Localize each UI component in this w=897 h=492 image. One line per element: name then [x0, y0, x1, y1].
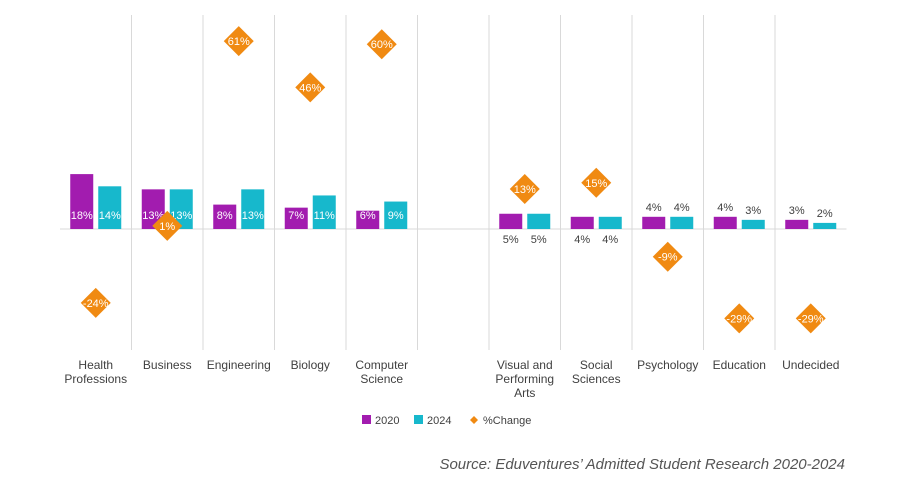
- bar-2024: [384, 201, 408, 229]
- bar-label-2024: 9%: [388, 210, 404, 222]
- bar-2020: [356, 210, 380, 229]
- bar-label-2024: 13%: [170, 210, 192, 222]
- bar-2020: [570, 216, 594, 229]
- bar-label-2020: 3%: [789, 205, 805, 217]
- change-diamond: [80, 287, 111, 318]
- category-label: Health: [78, 358, 113, 372]
- bar-2020: [70, 174, 94, 229]
- bar-2024: [241, 189, 265, 229]
- bar-label-2024: 4%: [674, 202, 690, 214]
- bar-label-2020: 18%: [71, 210, 93, 222]
- bar-label-2020: 4%: [574, 234, 590, 246]
- category-label: Science: [360, 372, 403, 386]
- legend-marker-2024: [414, 415, 423, 424]
- legend-label-2020: 2020: [375, 415, 399, 427]
- change-label: 60%: [371, 39, 393, 51]
- bar-2020: [642, 216, 666, 229]
- category-label: Computer: [355, 358, 408, 372]
- bar-2024: [741, 219, 765, 229]
- bar-2020: [499, 213, 523, 229]
- bar-2024: [312, 195, 336, 229]
- category-label: Social: [580, 358, 613, 372]
- legend-label-2024: 2024: [427, 415, 451, 427]
- category-label: Sciences: [572, 372, 621, 386]
- change-diamond: [152, 210, 183, 241]
- change-label: -9%: [658, 252, 678, 264]
- bar-label-2020: 8%: [217, 210, 233, 222]
- change-diamond: [223, 26, 254, 57]
- change-label: 15%: [585, 178, 607, 190]
- change-label: -24%: [83, 298, 109, 310]
- bar-2024: [813, 222, 837, 229]
- category-label: Undecided: [782, 358, 839, 372]
- change-diamond: [581, 167, 612, 198]
- bar-label-2024: 3%: [745, 205, 761, 217]
- change-label: 13%: [514, 184, 536, 196]
- legend-marker-%Change: [470, 416, 478, 424]
- legend-label-%Change: %Change: [483, 415, 531, 427]
- change-diamond: [724, 303, 755, 334]
- change-diamond: [509, 173, 540, 204]
- bar-label-2020: 4%: [646, 202, 662, 214]
- bar-2020: [213, 204, 237, 229]
- bar-2024: [98, 186, 122, 229]
- bar-2024: [169, 189, 193, 229]
- change-diamond: [652, 241, 683, 272]
- bar-2020: [284, 207, 308, 229]
- change-label: 61%: [228, 36, 250, 48]
- category-label: Business: [143, 358, 192, 372]
- legend-marker-2020: [362, 415, 371, 424]
- change-label: -29%: [798, 313, 824, 325]
- bar-2024: [670, 216, 694, 229]
- category-label: Biology: [291, 358, 330, 372]
- bar-2024: [527, 213, 551, 229]
- change-diamond: [366, 29, 397, 60]
- category-label: Engineering: [207, 358, 271, 372]
- category-label: Professions: [64, 372, 127, 386]
- change-label: 46%: [299, 82, 321, 94]
- category-label: Education: [713, 358, 766, 372]
- bar-label-2024: 13%: [242, 210, 264, 222]
- bar-label-2020: 13%: [142, 210, 164, 222]
- bar-label-2024: 11%: [314, 210, 335, 222]
- bar-2020: [713, 216, 737, 229]
- bar-label-2020: 4%: [717, 202, 733, 214]
- category-label: Psychology: [637, 358, 698, 372]
- bar-2020: [141, 189, 165, 229]
- category-label: Visual and: [497, 358, 553, 372]
- change-diamond: [295, 72, 326, 103]
- bar-label-2024: 5%: [531, 234, 547, 246]
- source-note: Source: Eduventures’ Admitted Student Re…: [439, 456, 845, 473]
- category-label: Performing: [495, 372, 554, 386]
- bar-label-2024: 2%: [817, 208, 833, 220]
- change-label: 1%: [159, 221, 175, 233]
- bar-label-2024: 14%: [99, 210, 121, 222]
- bar-label-2020: 5%: [503, 234, 519, 246]
- bar-label-2024: 4%: [602, 234, 618, 246]
- change-label: -29%: [726, 313, 752, 325]
- bar-label-2020: 6%: [360, 210, 376, 222]
- bar-2020: [785, 219, 809, 229]
- bar-2024: [598, 216, 622, 229]
- change-diamond: [795, 303, 826, 334]
- bar-label-2020: 7%: [288, 210, 304, 222]
- category-label: Arts: [514, 386, 535, 400]
